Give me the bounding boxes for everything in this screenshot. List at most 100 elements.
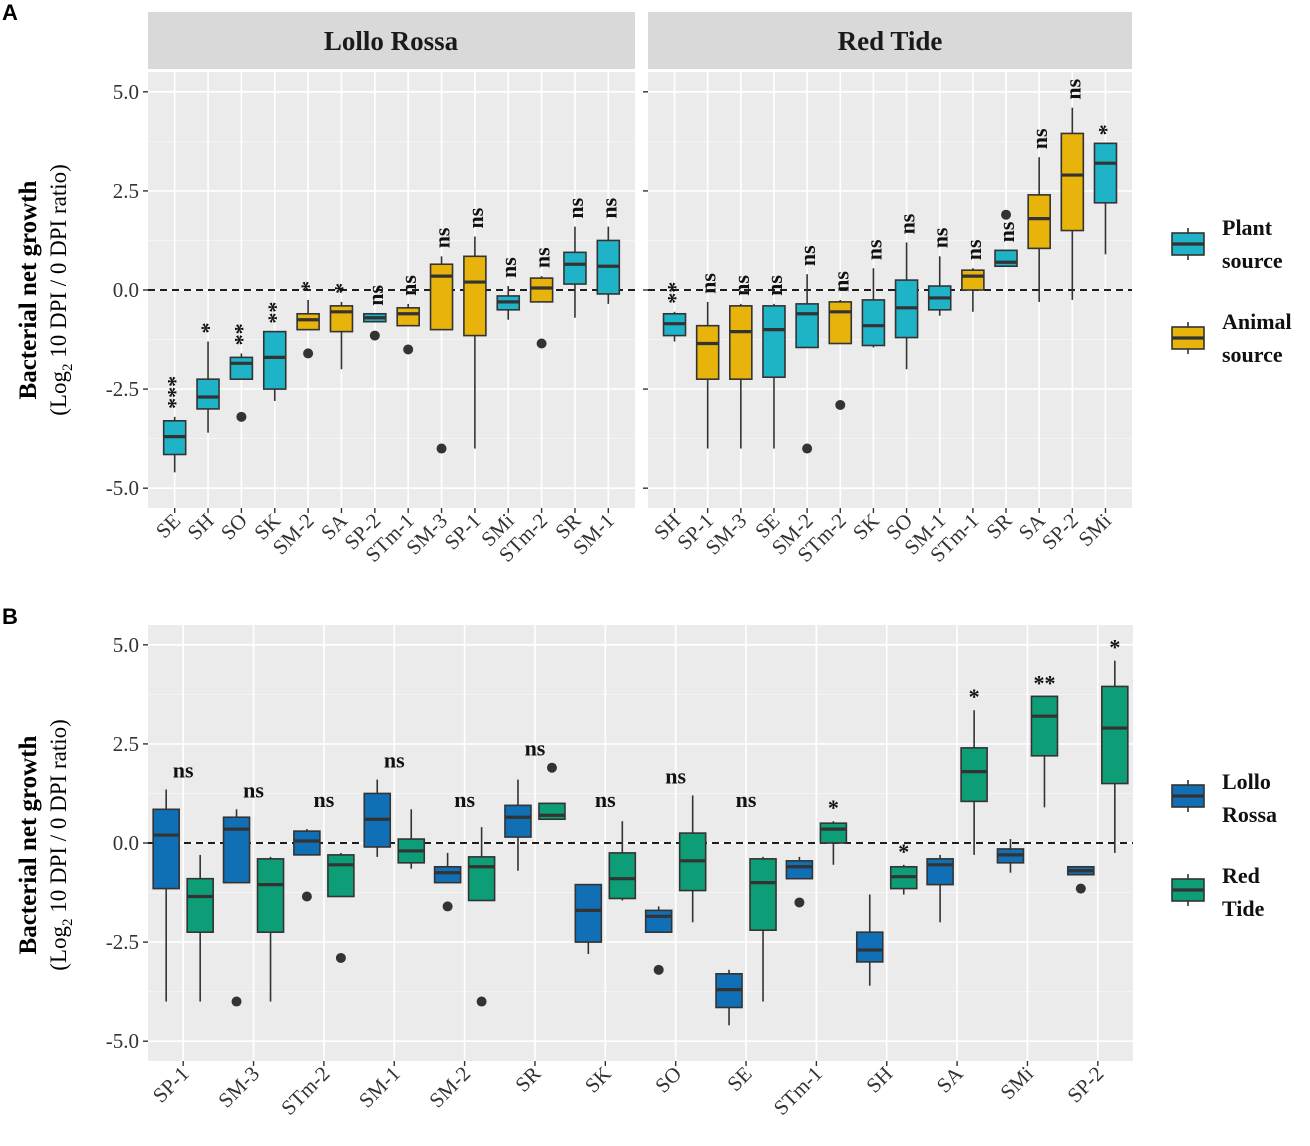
outlier-point	[236, 411, 247, 422]
box-lollo-SM-3	[222, 809, 251, 1007]
box-lollo-STm-1	[785, 856, 814, 908]
box-iqr	[695, 324, 720, 380]
box-iqr	[467, 856, 496, 902]
significance-label: ns	[994, 221, 1019, 242]
box-iqr	[729, 305, 753, 380]
outlier-point	[536, 338, 547, 349]
x-tick-label: SA	[932, 1061, 969, 1098]
box-SP-2	[363, 312, 387, 341]
outlier-point	[546, 762, 557, 773]
box-SR	[994, 209, 1018, 268]
outlier-point	[653, 964, 664, 975]
x-tick-label: SR	[510, 1062, 545, 1097]
box-SM-2	[296, 299, 320, 359]
box-iqr	[795, 303, 819, 349]
box-redtide-SO	[678, 795, 707, 923]
box-iqr	[463, 255, 487, 337]
box-iqr	[608, 852, 637, 900]
significance-label: ns	[1060, 78, 1085, 99]
significance-label: *	[296, 281, 321, 292]
significance-label: ns	[454, 787, 475, 812]
significance-label: ns	[928, 227, 953, 248]
outlier-point	[835, 399, 846, 410]
box-lollo-SM-1	[363, 779, 392, 857]
strip-lollo-rossa	[148, 12, 635, 69]
significance-label: *	[196, 323, 221, 334]
box-iqr	[855, 931, 884, 963]
box-SM-3	[729, 303, 753, 449]
legend-b: Lollo Rossa Red Tide	[1171, 769, 1277, 921]
x-tick-label: SO	[216, 509, 252, 545]
x-tick-label: SE	[722, 1062, 756, 1096]
significance-label: ns	[243, 777, 264, 802]
box-STm-2	[529, 276, 554, 349]
significance-label: ns	[1027, 128, 1052, 149]
box-iqr	[262, 330, 287, 390]
box-redtide-SM-2	[467, 827, 496, 1007]
box-iqr	[396, 307, 420, 327]
significance-label: **	[263, 302, 288, 324]
box-redtide-STm-2	[327, 852, 355, 963]
box-iqr	[293, 830, 321, 856]
significance-label: **	[1033, 670, 1055, 695]
box-iqr	[644, 909, 673, 933]
box-iqr	[563, 251, 587, 285]
legend-lollo-line1: Lollo	[1222, 769, 1271, 794]
outlier-point	[403, 344, 414, 355]
box-redtide-SP-1	[186, 854, 214, 1002]
significance-label: ns	[665, 763, 686, 788]
significance-label: **	[229, 323, 254, 345]
box-SA	[329, 301, 354, 370]
y-axis-title-a: Bacterial net growth (Log2 10 DPI / 0 DP…	[15, 164, 76, 416]
y-axis-title-b: Bacterial net growth (Log2 10 DPI / 0 DP…	[15, 719, 76, 971]
box-redtide-SH	[889, 864, 918, 895]
box-redtide-SMi	[1030, 695, 1059, 808]
x-tick-label: SE	[151, 509, 185, 543]
x-tick-label: SM-2	[424, 1062, 475, 1113]
panel-a: Lollo Rossa Red Tide **** ***** * ns nsnsnsn…	[15, 12, 1292, 567]
box-SH	[196, 341, 220, 433]
box-SK	[861, 268, 886, 348]
box-redtide-SA	[960, 710, 988, 855]
significance-label: *	[1109, 635, 1120, 660]
significance-label: *	[1093, 124, 1118, 135]
significance-label: ns	[596, 197, 621, 218]
box-SMi	[1093, 142, 1118, 255]
x-tick-label: SO	[650, 1062, 686, 1098]
significance-label: ns	[828, 271, 853, 292]
box-SP-1	[695, 301, 720, 449]
x-tick-label: SK	[848, 509, 884, 545]
significance-label: ns	[313, 787, 334, 812]
legend-red-line1: Red	[1222, 863, 1260, 888]
y-tick-label: 0.0	[113, 278, 139, 302]
significance-label: ns	[961, 239, 986, 260]
outlier-point	[802, 443, 813, 454]
box-iqr	[1093, 142, 1118, 204]
panel-label-a: A	[2, 0, 18, 25]
box-redtide-SM-3	[256, 856, 285, 1002]
y-title-b: Bacterial net growth	[15, 735, 42, 954]
y-tick-label: -2.5	[106, 377, 139, 401]
x-tick-label: SR	[981, 509, 1016, 544]
box-iqr	[1030, 695, 1059, 757]
y-tick-label: 0.0	[113, 831, 139, 855]
outlier-point	[436, 443, 447, 454]
significance-label: *	[828, 795, 839, 820]
significance-label: ns	[363, 285, 388, 306]
outlier-point	[794, 897, 805, 908]
outlier-point	[369, 330, 380, 341]
outlier-point	[231, 996, 242, 1007]
box-redtide-SM-1	[397, 809, 426, 869]
box-lollo-SP-1	[152, 789, 180, 1002]
y-tick-label: 2.5	[113, 732, 139, 756]
significance-label: ns	[496, 257, 521, 278]
box-iqr	[196, 378, 220, 410]
significance-label: ns	[736, 787, 757, 812]
box-lollo-SM-2	[433, 852, 462, 912]
significance-label: *	[898, 839, 909, 864]
box-iqr	[222, 816, 251, 884]
box-iqr	[433, 865, 462, 884]
significance-label: **	[663, 282, 688, 304]
